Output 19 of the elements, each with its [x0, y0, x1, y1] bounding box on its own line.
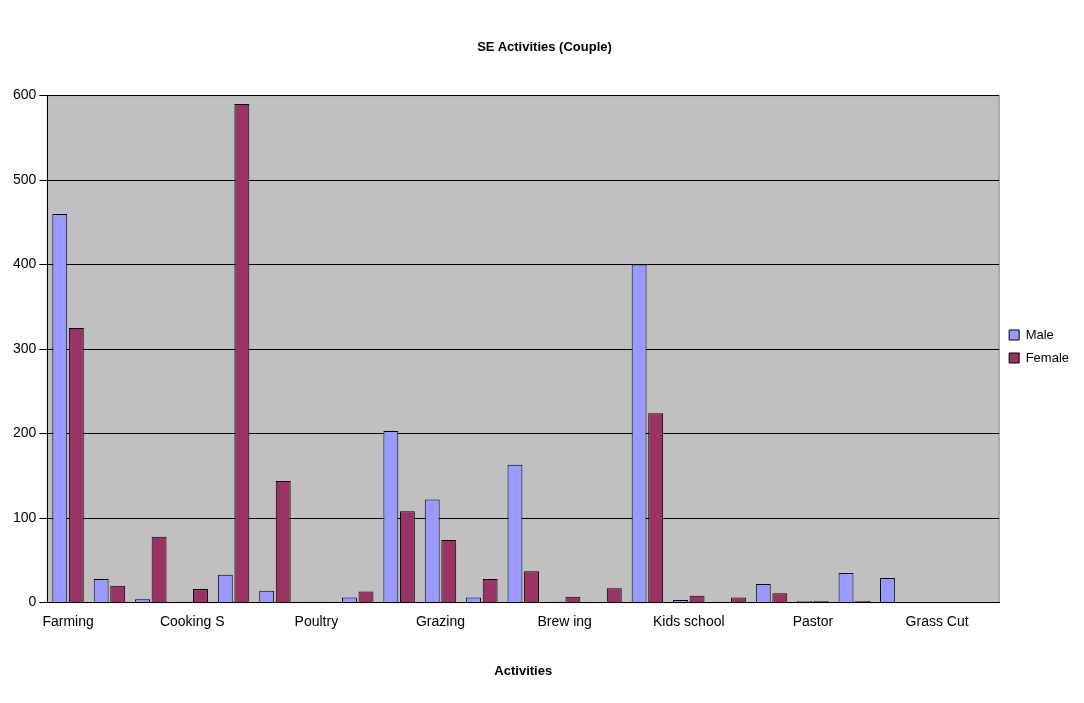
chart-title: SE Activities (Couple) [477, 39, 612, 55]
y-tick-label: 0 [28, 593, 37, 610]
x-tick-label: Cooking S [159, 612, 225, 629]
x-tick-label: Grazing [415, 612, 466, 629]
x-tick-label: Farming [42, 612, 94, 629]
x-tick-label: Brew ing [537, 612, 592, 629]
legend-label: Male [1025, 326, 1054, 342]
y-tick-label: 200 [13, 424, 37, 441]
y-tick-label: 400 [13, 255, 37, 272]
y-tick-label: 100 [13, 508, 37, 525]
x-tick-label: Kids school [652, 612, 725, 629]
x-tick-label: Poultry [294, 612, 339, 629]
x-tick-label: Pastor [792, 612, 834, 629]
x-tick-label: Grass Cut [905, 612, 969, 629]
legend-label: Female [1025, 349, 1070, 365]
y-tick-label: 300 [13, 339, 37, 356]
x-axis-title: Activities [494, 662, 553, 678]
y-tick-label: 500 [13, 170, 37, 187]
y-tick-label: 600 [13, 86, 37, 103]
